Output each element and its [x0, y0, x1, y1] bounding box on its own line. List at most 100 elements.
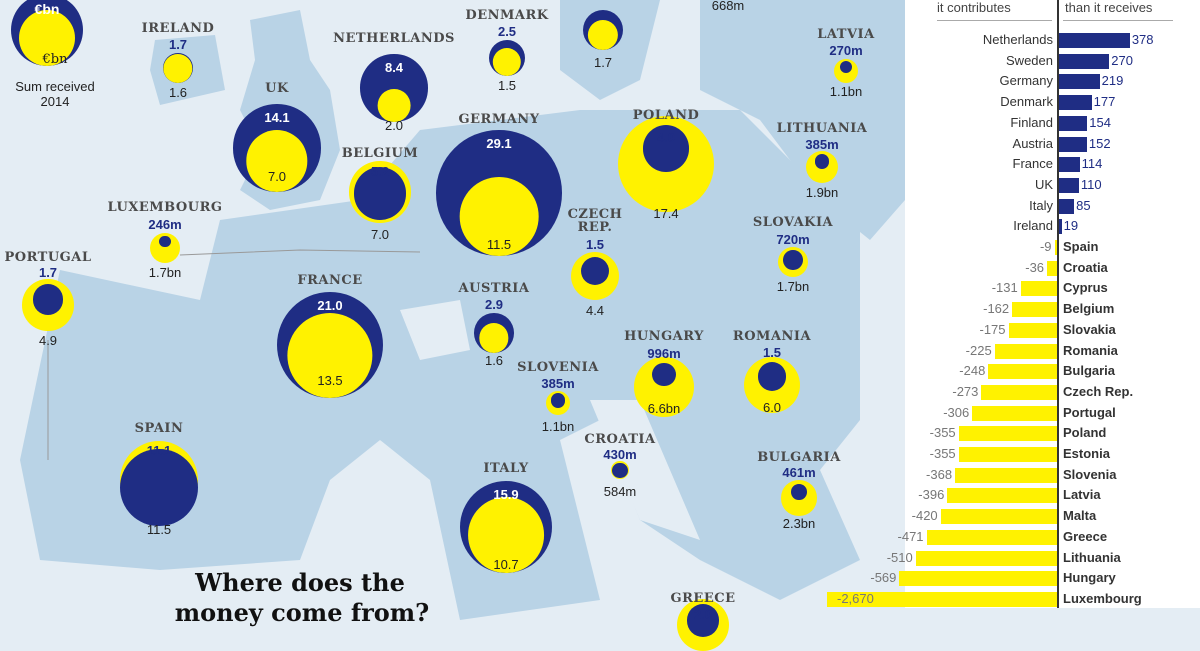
contributed-value: 8.4 [384, 60, 404, 76]
contributed-bubble [349, 161, 411, 223]
bar-value-label: -510 [886, 549, 913, 565]
country-name: BULGARIA [757, 450, 841, 465]
bar-value-label: -569 [870, 570, 897, 586]
contributed-bubble [162, 52, 194, 84]
received-value: 13.5 [317, 373, 343, 388]
country-name: ROMANIA [732, 329, 812, 344]
received-value: 584m [603, 484, 637, 499]
received-circle [468, 497, 544, 574]
bar-value-label: 219 [1101, 73, 1124, 89]
country-name: HUNGARY [624, 329, 704, 344]
contributed-value: 996m [647, 346, 681, 361]
net-balance-bar-chart: it contributes than it receives Netherla… [827, 0, 1200, 608]
contributed-bubble [545, 390, 571, 416]
contributed-bubble [611, 461, 629, 479]
bar [827, 591, 1057, 607]
received-circle [287, 312, 373, 399]
bar-category-label: Austria [1012, 135, 1053, 151]
bar [926, 529, 1057, 545]
received-circle [246, 130, 308, 192]
contributed-value: 430m [603, 447, 637, 462]
contributed-bubble [474, 313, 514, 353]
contributed-value: 5.2 [370, 164, 390, 179]
bar-category-label: Slovenia [1063, 466, 1117, 482]
leader-line [179, 249, 421, 256]
bar [981, 384, 1057, 400]
bar-category-label: Malta [1063, 508, 1097, 524]
bar [1058, 74, 1100, 90]
contributed-bubble [634, 357, 694, 417]
bar-value-label: -225 [965, 342, 992, 358]
received-value: 2.3bn [782, 516, 816, 531]
contributed-bubble [833, 58, 859, 84]
bar-category-label: Hungary [1063, 570, 1116, 586]
received-circle [492, 47, 522, 77]
bar [958, 447, 1057, 462]
contributed-value: 385m [805, 137, 839, 152]
contributed-bubble [582, 9, 624, 51]
header-contributes: it contributes [937, 0, 1011, 15]
contributed-bubble [617, 115, 715, 213]
bar-category-label: Cyprus [1063, 280, 1108, 296]
bar-value-label: 177 [1093, 94, 1116, 110]
contributed-value: 11.1 [146, 443, 172, 458]
arrow-right [1063, 20, 1173, 21]
received-circle [587, 19, 619, 51]
bar-value-label: -131 [991, 280, 1018, 296]
received-value: 1.5 [497, 78, 517, 93]
contributed-value: 29.1 [486, 136, 512, 152]
country-name: LUXEMBOURG [107, 200, 223, 215]
bar-category-label: Greece [1063, 528, 1108, 544]
contributed-circle [814, 154, 830, 169]
contributed-value: 1.5 [585, 237, 605, 252]
contributed-bubble [22, 279, 74, 331]
contributed-bubble [781, 480, 817, 516]
legend-caption: Sum received [15, 79, 95, 94]
bar [955, 467, 1057, 483]
country-name: AUSTRIA [458, 281, 530, 296]
bar [915, 550, 1057, 566]
contributed-bubble [436, 130, 562, 256]
contributed-circle [159, 235, 171, 248]
bar-value-label: -355 [929, 446, 956, 461]
bar-category-label: UK [1034, 176, 1053, 192]
bar-category-label: Germany [999, 73, 1053, 89]
contributed-circle [757, 362, 787, 391]
country-name: PORTUGAL [4, 250, 92, 265]
headline-line2: money come from? [174, 598, 430, 627]
contributed-value: 2.9 [484, 297, 504, 312]
contributed-value: 4.0 [656, 130, 676, 145]
country-name: GREECE [670, 591, 736, 606]
contributed-circle [580, 256, 610, 285]
legend-contributed-circle [11, 0, 83, 66]
received-value: 11.5 [486, 237, 512, 252]
bar [1054, 240, 1057, 255]
country-name: BELGIUM [341, 146, 419, 161]
bar-category-label: Croatia [1063, 259, 1108, 275]
bar-value-label: -396 [918, 487, 945, 503]
bar-value-label: 114 [1081, 156, 1103, 172]
contributed-bubble [743, 356, 801, 414]
bar-value-label: -273 [952, 383, 979, 399]
bar [1012, 302, 1057, 318]
received-value: 1.7 [593, 55, 613, 70]
bar-value-label: 270 [1111, 52, 1133, 68]
contributed-circle [839, 61, 852, 74]
bar [940, 509, 1057, 525]
bar-category-label: Bulgaria [1063, 363, 1116, 379]
country-name: LITHUANIA [776, 121, 868, 136]
contributed-value: 21.0 [317, 297, 343, 313]
received-value: 10.7 [493, 557, 519, 572]
received-value: 17.4 [653, 206, 679, 221]
bar-category-label: Estonia [1063, 446, 1110, 461]
bar-value-label: 85 [1076, 197, 1091, 213]
country-name: GERMANY [458, 112, 540, 127]
bar-value-label: -175 [979, 321, 1006, 337]
bar [899, 571, 1057, 587]
country-name: CZECH REP. [567, 207, 623, 235]
contributed-circle [642, 125, 690, 172]
bar-value-label: 154 [1089, 114, 1111, 130]
country-name: ITALY [483, 461, 529, 476]
received-value: 1.7bn [148, 265, 182, 280]
received-value: 1.1bn [541, 419, 575, 434]
